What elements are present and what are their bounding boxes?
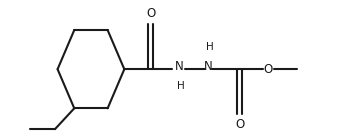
Text: N: N	[175, 60, 183, 73]
Text: O: O	[235, 118, 244, 131]
Text: H: H	[177, 81, 184, 91]
Text: O: O	[146, 7, 155, 20]
Text: O: O	[264, 63, 273, 76]
Text: N: N	[204, 60, 213, 73]
Text: H: H	[206, 42, 214, 52]
